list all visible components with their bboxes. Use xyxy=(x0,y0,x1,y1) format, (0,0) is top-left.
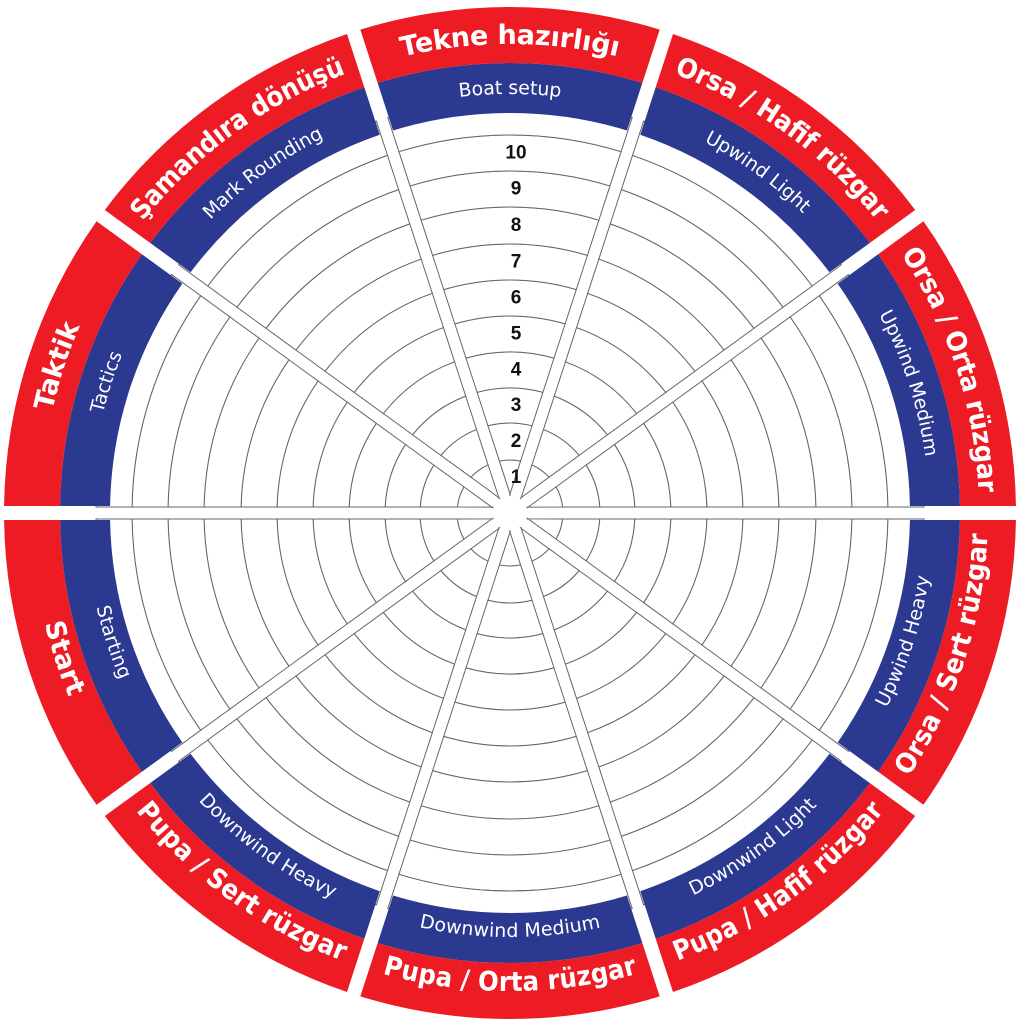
segment-subtitle-1: Boat setup xyxy=(457,77,562,102)
level-label-1: 1 xyxy=(511,467,522,488)
level-label-2: 2 xyxy=(511,431,522,452)
inner-band-3 xyxy=(837,254,960,506)
level-label-10: 10 xyxy=(505,143,526,164)
outer-band-7 xyxy=(104,783,365,993)
level-label-8: 8 xyxy=(511,215,522,236)
outer-band-6 xyxy=(360,943,660,1019)
inner-band-8 xyxy=(60,520,183,772)
outer-band-9 xyxy=(4,221,142,506)
inner-band-2 xyxy=(640,87,870,273)
level-label-6: 6 xyxy=(511,288,522,309)
inner-band-5 xyxy=(640,753,870,939)
inner-band-6 xyxy=(377,895,643,964)
outer-band-4 xyxy=(878,520,1016,805)
outer-band-3 xyxy=(878,221,1016,506)
level-label-5: 5 xyxy=(511,324,522,345)
outer-band-8 xyxy=(4,520,142,805)
outer-band-5 xyxy=(655,783,916,993)
inner-band-9 xyxy=(60,254,183,506)
level-label-7: 7 xyxy=(511,252,522,273)
category-bands xyxy=(4,7,1016,1019)
outer-band-10 xyxy=(104,33,365,243)
outer-band-2 xyxy=(655,33,916,243)
score-cells xyxy=(95,98,925,928)
level-label-3: 3 xyxy=(511,395,522,416)
score-cell-6-3[interactable] xyxy=(476,599,544,639)
score-cell-6-2[interactable] xyxy=(487,564,533,604)
inner-band-1 xyxy=(377,62,643,131)
inner-band-10 xyxy=(150,87,380,273)
level-label-4: 4 xyxy=(511,360,522,381)
inner-band-4 xyxy=(837,520,960,772)
inner-band-7 xyxy=(150,753,380,939)
score-cell-6-1[interactable] xyxy=(498,530,522,567)
score-cell-6-5[interactable] xyxy=(454,667,566,711)
outer-band-1 xyxy=(360,7,660,83)
level-label-9: 9 xyxy=(511,179,522,200)
level-labels: 1 2 3 4 5 6 7 8 9 10 xyxy=(505,143,526,489)
score-cell-6-4[interactable] xyxy=(465,632,555,675)
